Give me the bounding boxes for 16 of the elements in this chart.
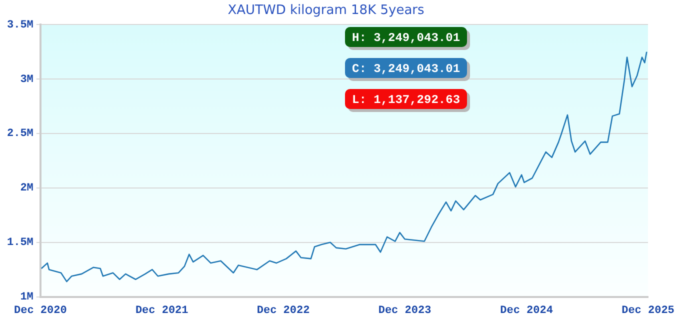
x-tick-label: Dec 2021 <box>135 305 189 318</box>
x-tick-label: Dec 2025 <box>622 305 675 318</box>
y-tick-label: 1M <box>20 292 34 304</box>
chart-title: XAUTWD kilogram 18K 5years <box>228 3 425 18</box>
x-tick-label: Dec 2024 <box>500 305 554 318</box>
x-tick-label: Dec 2022 <box>256 305 310 318</box>
y-tick-label: 3.5M <box>7 19 34 32</box>
x-tick-label: Dec 2020 <box>14 305 67 318</box>
annotation: L: 1,137,292.63 <box>352 93 460 108</box>
y-tick-label: 3M <box>20 74 34 86</box>
y-tick-label: 1.5M <box>7 237 34 250</box>
x-tick-label: Dec 2023 <box>378 305 432 318</box>
annotation: H: 3,249,043.01 <box>352 31 460 46</box>
annotation: C: 3,249,043.01 <box>352 62 460 76</box>
y-tick-label: 2.5M <box>7 128 34 140</box>
y-tick-label: 2M <box>20 182 34 195</box>
